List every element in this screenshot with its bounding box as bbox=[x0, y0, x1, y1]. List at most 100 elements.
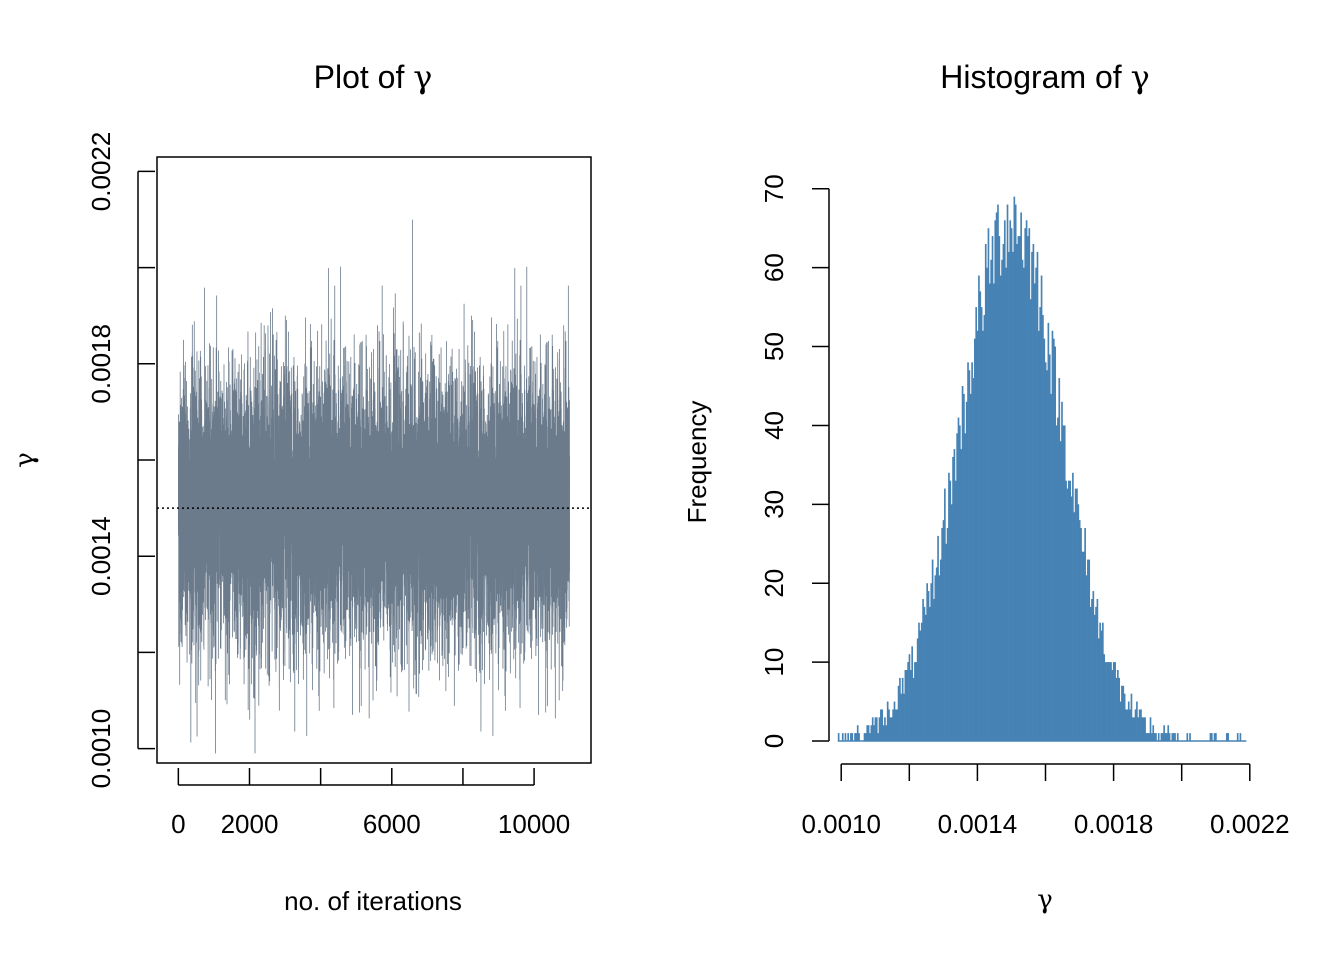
histogram-bar bbox=[854, 733, 856, 741]
histogram-bar bbox=[1067, 480, 1070, 741]
trace-x-tick-label: 10000 bbox=[498, 809, 570, 839]
histogram-bar bbox=[912, 677, 915, 741]
histogram-bar bbox=[1014, 204, 1017, 741]
histogram-x-axis: 0.0010 0.0014 0.0018 0.0022 bbox=[801, 763, 1290, 839]
histogram-bar bbox=[1046, 370, 1048, 741]
histogram-bar bbox=[1227, 733, 1229, 741]
histogram-bar bbox=[858, 733, 860, 741]
histogram-bar bbox=[870, 725, 873, 741]
histogram-bar bbox=[1082, 551, 1085, 741]
histogram-bar bbox=[1127, 701, 1130, 741]
histogram-bar bbox=[1088, 559, 1091, 741]
histogram-bar bbox=[1225, 733, 1228, 741]
histogram-bar bbox=[1111, 670, 1114, 741]
histogram-bar bbox=[1057, 417, 1059, 741]
histogram-bar bbox=[983, 315, 986, 741]
histogram-x-tick-label: 0.0014 bbox=[938, 809, 1018, 839]
histogram-bar bbox=[931, 559, 934, 741]
histogram-bar bbox=[988, 283, 991, 741]
histogram-bar bbox=[1058, 378, 1061, 741]
histogram-bar bbox=[1097, 638, 1100, 741]
histogram-bar bbox=[1027, 236, 1029, 742]
histogram-bar bbox=[1043, 338, 1046, 741]
histogram-bar bbox=[1055, 425, 1058, 741]
histogram-bar bbox=[916, 638, 919, 741]
histogram-bar bbox=[995, 212, 998, 741]
histogram-bar bbox=[1141, 717, 1144, 741]
histogram-bar bbox=[1099, 622, 1101, 741]
histogram-x-axis-label: γ bbox=[1037, 885, 1053, 915]
histogram-bar bbox=[1074, 488, 1077, 741]
histogram-bar bbox=[1103, 654, 1106, 741]
histogram-bar bbox=[1006, 204, 1009, 741]
histogram-bar bbox=[953, 449, 956, 741]
histogram-bar bbox=[1029, 299, 1032, 741]
histogram-title: Histogram of γ bbox=[940, 58, 1149, 96]
histogram-bar bbox=[844, 733, 847, 741]
histogram-bar bbox=[984, 244, 987, 741]
histogram-bar bbox=[1210, 733, 1213, 741]
histogram-bar bbox=[990, 259, 992, 741]
histogram-bar bbox=[915, 662, 918, 741]
histogram-bar bbox=[1186, 733, 1189, 741]
histogram-bar bbox=[1157, 733, 1160, 741]
histogram-bar bbox=[1121, 685, 1123, 741]
histogram-bar bbox=[975, 307, 978, 741]
histogram-bar bbox=[1117, 670, 1119, 741]
histogram-bar bbox=[1151, 733, 1153, 741]
histogram-bar bbox=[1215, 733, 1217, 741]
histogram-bar bbox=[923, 606, 926, 741]
histogram-bar bbox=[1089, 606, 1092, 741]
histogram-bar bbox=[911, 646, 914, 741]
histogram-bar bbox=[896, 709, 899, 741]
histogram-bar bbox=[863, 733, 866, 741]
histogram-bar bbox=[1133, 717, 1135, 741]
histogram-bar bbox=[950, 504, 953, 741]
histogram-bar bbox=[1016, 244, 1018, 741]
histogram-bar bbox=[1085, 575, 1088, 741]
histogram-bar bbox=[1081, 551, 1084, 741]
histogram-bar bbox=[907, 662, 909, 741]
histogram-bar bbox=[929, 606, 931, 741]
histogram-bar bbox=[986, 267, 988, 741]
histogram-bar bbox=[1122, 685, 1125, 741]
histogram-bar bbox=[1012, 251, 1014, 741]
trace-line bbox=[177, 219, 571, 754]
histogram-y-tick-label: 10 bbox=[759, 648, 789, 677]
histogram-bar bbox=[1161, 733, 1164, 741]
histogram-bar bbox=[954, 480, 957, 741]
histogram-bar bbox=[959, 425, 961, 741]
histogram-bar bbox=[1062, 425, 1065, 741]
histogram-bar bbox=[889, 717, 892, 741]
histogram-bar bbox=[1076, 488, 1078, 741]
histogram-bar bbox=[841, 733, 844, 741]
histogram-bar bbox=[1084, 528, 1086, 741]
histogram-bar bbox=[967, 362, 969, 741]
histogram-bar bbox=[1033, 283, 1036, 741]
histogram-bar bbox=[1130, 693, 1133, 741]
histogram-bar bbox=[1140, 709, 1142, 741]
histogram-bar bbox=[1129, 709, 1131, 741]
histogram-bar bbox=[948, 472, 950, 741]
histogram-bar bbox=[884, 717, 886, 741]
histogram-bar bbox=[865, 733, 867, 741]
histogram-bar bbox=[1051, 330, 1054, 741]
trace-x-tick-label: 6000 bbox=[363, 809, 421, 839]
histogram-bar bbox=[1013, 196, 1016, 742]
histogram-bar bbox=[1018, 236, 1021, 742]
histogram-bar bbox=[952, 457, 954, 741]
histogram-bar bbox=[1023, 267, 1025, 741]
histogram-bar bbox=[1152, 725, 1155, 741]
trace-y-tick-label: 0.0010 bbox=[86, 709, 116, 789]
histogram-bar bbox=[1134, 709, 1137, 741]
histogram-bar bbox=[1119, 701, 1122, 741]
histogram-bar bbox=[888, 709, 890, 741]
histogram-bar bbox=[1160, 733, 1163, 741]
histogram-bar bbox=[1069, 480, 1071, 741]
histogram-bar bbox=[1010, 228, 1013, 742]
histogram-bar bbox=[945, 543, 948, 741]
histogram-bar bbox=[1032, 244, 1035, 741]
histogram-bar bbox=[957, 417, 960, 741]
histogram-y-tick-label: 60 bbox=[759, 253, 789, 282]
histogram-bar bbox=[875, 717, 878, 741]
